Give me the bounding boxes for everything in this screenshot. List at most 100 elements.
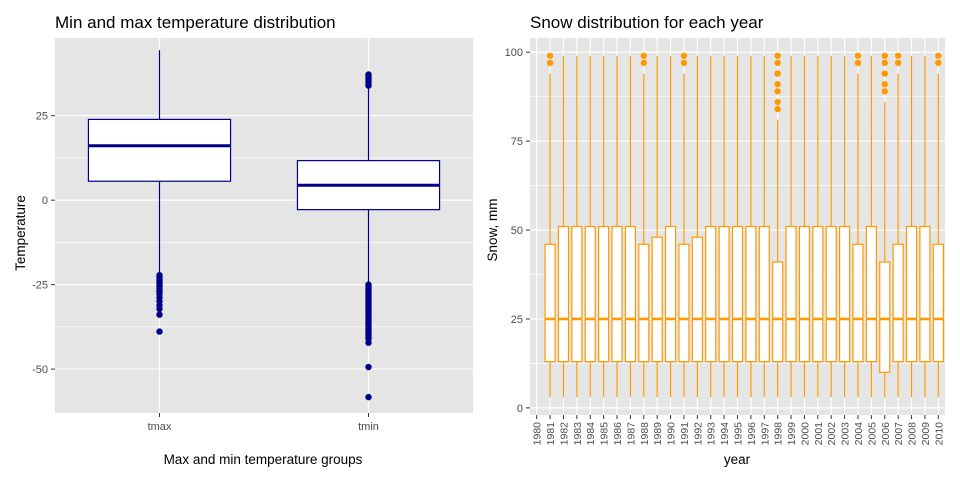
snow-box-1981 (544, 52, 556, 398)
snow-x-tick-label: 2002 (826, 422, 838, 446)
temperature-box-tmax (87, 50, 232, 335)
snow-box-2000 (798, 55, 811, 398)
snow-x-tick-label: 1984 (585, 422, 597, 446)
snow-outlier-point (774, 70, 781, 77)
snow-box (731, 225, 744, 363)
snow-outlier-point (935, 52, 942, 59)
snow-x-tick-label: 2004 (853, 422, 865, 446)
snow-y-axis-label: Snow, mm (485, 198, 500, 261)
temperature-x-axis-label: Max and min temperature groups (164, 452, 363, 467)
snow-box (919, 225, 931, 363)
temperature-box-tmin (296, 71, 441, 401)
snow-box (651, 236, 663, 363)
snow-box-2009 (919, 55, 931, 398)
snow-x-tick-label: 2010 (933, 422, 945, 446)
snow-box (905, 225, 918, 363)
snow-x-tick-label: 2003 (840, 422, 852, 446)
snow-box (892, 243, 904, 363)
snow-box-1986 (611, 55, 623, 398)
snow-box (852, 243, 864, 363)
snow-x-tick-label: 1990 (666, 422, 678, 446)
snow-box (611, 225, 623, 363)
snow-x-tick-label: 2009 (920, 422, 932, 446)
snow-box-1992 (691, 55, 703, 398)
snow-x-tick-label: 1991 (679, 422, 691, 446)
snow-outlier-point (774, 59, 781, 67)
snow-box (571, 225, 583, 363)
snow-box-2006 (879, 52, 891, 398)
snow-outlier-point (881, 59, 888, 67)
snow-box-1998 (772, 52, 784, 398)
snow-box (865, 225, 877, 363)
temperature-outlier-point (156, 328, 163, 335)
snow-box (544, 243, 556, 363)
snow-outlier-point (881, 88, 888, 95)
snow-x-axis-label: year (724, 452, 751, 467)
snow-box-1982 (557, 55, 570, 398)
snow-box (758, 225, 770, 363)
snow-x-tick-label: 1998 (773, 422, 785, 446)
snow-box (745, 225, 757, 363)
temperature-outlier-point (365, 393, 372, 401)
snow-outlier-point (774, 98, 781, 106)
temperature-outlier-point (365, 363, 372, 371)
snow-x-tick-label: 1996 (746, 422, 758, 446)
snow-x-tick-label: 1986 (612, 422, 624, 446)
snow-x-tick-label: 1995 (733, 422, 745, 446)
temperature-box (87, 118, 232, 182)
temperature-y-tick-label: 25 (36, 111, 48, 123)
snow-box (664, 225, 677, 363)
snow-box-1991 (678, 52, 690, 398)
snow-box-1996 (745, 55, 757, 398)
snow-chart-title: Snow distribution for each year (530, 13, 764, 32)
snow-outlier-point (935, 59, 942, 67)
snow-box-1994 (718, 55, 730, 398)
temperature-chart-title: Min and max temperature distribution (55, 13, 336, 32)
snow-box (879, 261, 891, 373)
temperature-y-tick-label: -50 (32, 364, 48, 376)
snow-x-tick-label: 2005 (866, 422, 878, 446)
snow-x-tick-label: 1993 (706, 422, 718, 446)
snow-x-tick-label: 2007 (893, 422, 905, 446)
temperature-outlier-point (365, 71, 372, 78)
snow-box-1993 (705, 55, 717, 398)
snow-y-tick-label: 100 (505, 47, 523, 59)
snow-y-tick-label: 25 (511, 314, 523, 326)
snow-box-1984 (584, 55, 596, 398)
snow-box (798, 225, 811, 363)
snow-box-1989 (651, 55, 663, 398)
snow-outlier-point (894, 59, 902, 67)
snow-x-tick-label: 1980 (532, 422, 544, 446)
temperature-y-tick-label: -25 (32, 280, 48, 292)
snow-outlier-point (774, 105, 781, 113)
snow-box-1987 (624, 55, 637, 398)
temperature-y-axis-label: Temperature (13, 195, 28, 271)
snow-box (705, 225, 717, 363)
snow-box (638, 243, 650, 363)
snow-box (825, 225, 837, 363)
temperature-boxplot-chart: -50 -25 0 25 tmax tmin Min and max temperatur… (13, 13, 473, 467)
snow-box (691, 236, 703, 363)
temperature-y-tick-label: 0 (42, 195, 48, 207)
temperature-outlier-point (365, 339, 372, 346)
snow-box-2005 (865, 55, 877, 398)
snow-box (598, 225, 610, 363)
snow-box-2007 (892, 52, 904, 398)
snow-box (812, 225, 824, 363)
snow-outlier-point (881, 81, 888, 88)
snow-box-2004 (852, 52, 864, 398)
temperature-outlier-point (156, 311, 163, 318)
snow-y-tick-label: 0 (517, 403, 523, 415)
snow-outlier-point (680, 59, 688, 67)
snow-outlier-point (774, 81, 781, 88)
snow-box-2001 (812, 55, 824, 398)
snow-box-1988 (638, 52, 650, 398)
snow-box-1995 (731, 55, 744, 398)
snow-x-tick-label: 1989 (652, 422, 664, 446)
snow-x-tick-label: 1992 (692, 422, 704, 446)
snow-box (838, 225, 851, 363)
snow-outlier-point (774, 52, 781, 59)
snow-x-tick-label: 1997 (759, 422, 771, 446)
snow-box-1997 (758, 55, 770, 398)
